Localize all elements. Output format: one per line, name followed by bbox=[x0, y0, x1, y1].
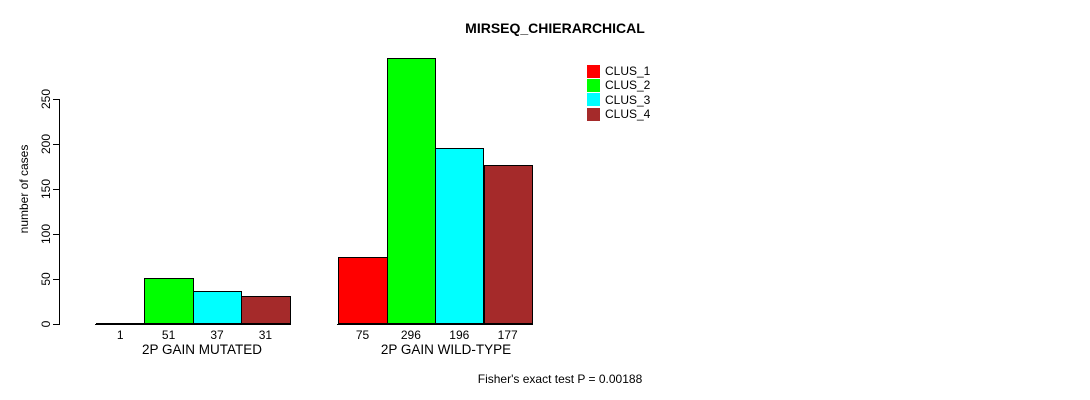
group-baseline bbox=[95, 323, 291, 325]
bar-value-label: 177 bbox=[497, 328, 518, 342]
y-tick-label: 150 bbox=[39, 178, 53, 200]
y-tick-label: 0 bbox=[39, 320, 53, 328]
y-tick-mark bbox=[52, 324, 59, 325]
bar-value-label: 296 bbox=[400, 328, 421, 342]
y-tick-mark bbox=[52, 99, 59, 100]
bar-clus_4-group1 bbox=[241, 296, 291, 324]
y-tick-label: 100 bbox=[39, 223, 53, 245]
group-baseline bbox=[337, 323, 533, 325]
legend-label: CLUS_1 bbox=[605, 64, 651, 79]
bar-value-label: 31 bbox=[258, 328, 273, 342]
y-tick-label: 200 bbox=[39, 133, 53, 155]
y-tick-mark bbox=[52, 279, 59, 280]
legend-swatch-clus_2 bbox=[587, 78, 600, 92]
legend-row-clus_4: CLUS_4 bbox=[587, 107, 650, 121]
legend-label: CLUS_3 bbox=[605, 92, 651, 107]
y-tick-mark bbox=[52, 234, 59, 235]
legend-row-clus_3: CLUS_3 bbox=[587, 93, 650, 107]
bar-clus_3-group2 bbox=[435, 147, 485, 324]
y-axis-line bbox=[58, 99, 60, 325]
y-tick-mark bbox=[52, 189, 59, 190]
bar-clus_3-group1 bbox=[192, 290, 243, 324]
bar-value-label: 37 bbox=[210, 328, 224, 342]
y-tick-label: 50 bbox=[39, 272, 53, 286]
legend-label: CLUS_4 bbox=[605, 107, 651, 122]
legend-swatch-clus_3 bbox=[587, 93, 600, 107]
fisher-test-note: Fisher's exact test P = 0.00188 bbox=[477, 372, 643, 386]
chart-title: MIRSEQ_CHIERARCHICAL bbox=[465, 20, 645, 36]
y-tick-mark bbox=[52, 144, 59, 145]
legend-row-clus_2: CLUS_2 bbox=[587, 78, 650, 92]
legend: CLUS_1 CLUS_2 CLUS_3 CLUS_4 bbox=[587, 64, 650, 121]
bar-clus_2-group2 bbox=[386, 57, 437, 324]
bar-clus_1-group2 bbox=[338, 256, 388, 324]
bar-value-label: 51 bbox=[161, 328, 176, 342]
bar-value-label: 1 bbox=[116, 328, 124, 342]
group-label: 2P GAIN WILD-TYPE bbox=[380, 342, 512, 357]
legend-swatch-clus_1 bbox=[587, 64, 600, 78]
legend-label: CLUS_2 bbox=[605, 78, 651, 93]
bar-value-label: 196 bbox=[449, 328, 470, 342]
y-tick-label: 250 bbox=[39, 88, 53, 110]
legend-swatch-clus_4 bbox=[587, 107, 600, 121]
bar-clus_1-group1 bbox=[96, 323, 146, 325]
group-label: 2P GAIN MUTATED bbox=[141, 342, 263, 357]
legend-row-clus_1: CLUS_1 bbox=[587, 64, 650, 78]
bar-clus_2-group1 bbox=[144, 278, 194, 324]
bar-clus_4-group2 bbox=[483, 164, 533, 324]
bar-value-label: 75 bbox=[355, 328, 370, 342]
